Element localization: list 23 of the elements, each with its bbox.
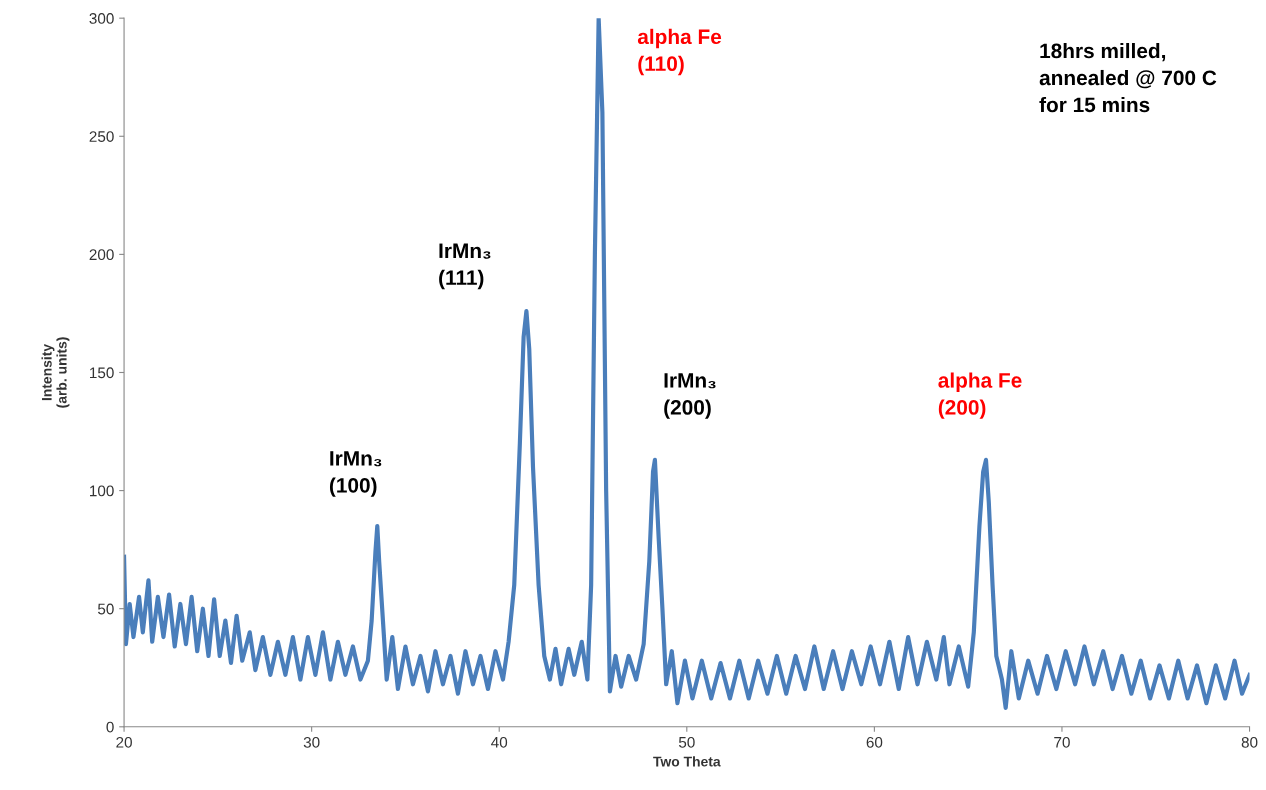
x-axis-title: Two Theta <box>653 756 721 767</box>
x-tick-label: 40 <box>491 736 508 748</box>
annotation: 18hrs milled, annealed @ 700 C for 15 mins <box>1039 42 1217 113</box>
y-tick-label: 0 <box>106 721 114 733</box>
annotation: IrMn₃ (111) <box>439 243 491 290</box>
annotation: IrMn₃ (100) <box>329 451 382 497</box>
y-tick-label: 100 <box>90 485 114 497</box>
x-tick-label: 30 <box>303 736 320 748</box>
y-tick-label: 300 <box>89 13 114 24</box>
annotation: IrMn₃ (200) <box>664 373 716 419</box>
y-tick-label: 250 <box>89 131 114 142</box>
y-tick-label: 50 <box>97 603 114 615</box>
line-series <box>124 18 1250 710</box>
y-tick-label: 150 <box>90 367 114 379</box>
x-tick-label: 80 <box>1241 736 1258 748</box>
annotation: alpha Fe (110) <box>637 28 722 76</box>
annotation: alpha Fe (200) <box>938 372 1022 419</box>
y-axis-title: Intensity (arb. units) <box>41 337 70 408</box>
y-tick-label: 200 <box>89 249 114 261</box>
x-tick-label: 20 <box>116 736 132 748</box>
x-tick-label: 70 <box>1054 736 1070 748</box>
x-tick-label: 50 <box>678 736 695 748</box>
x-tick-label: 60 <box>866 736 883 748</box>
